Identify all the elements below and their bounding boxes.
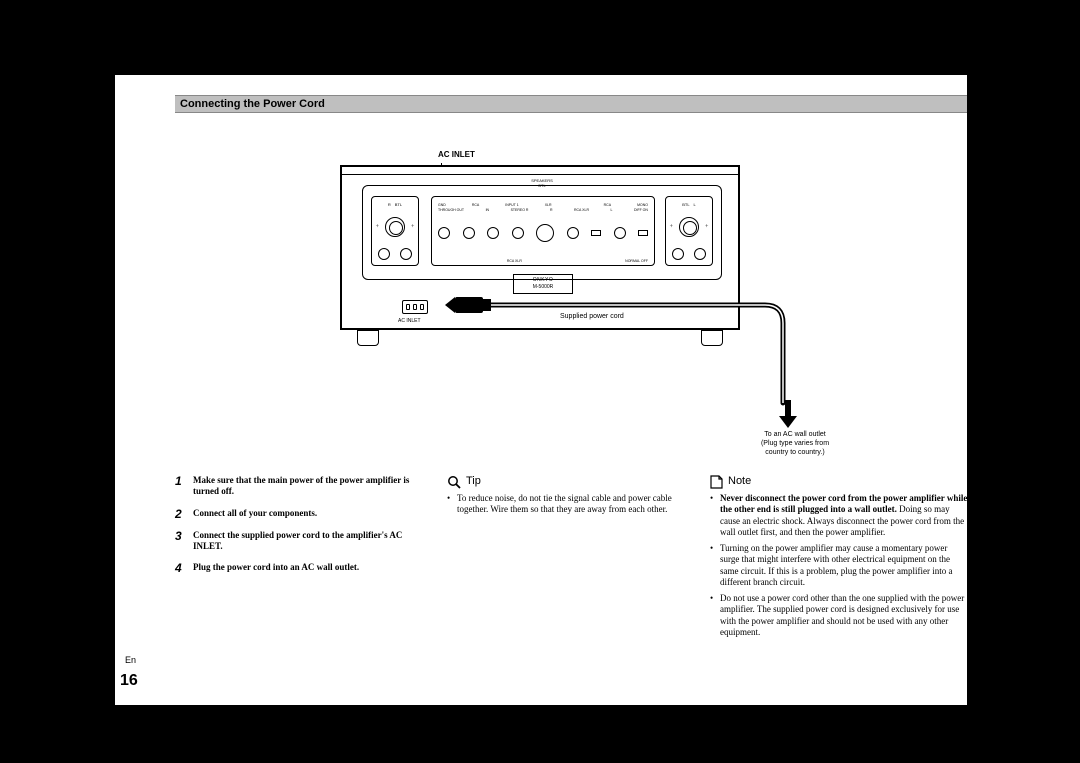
ac-inlet-socket [402, 300, 428, 314]
supplied-cord-label: Supplied power cord [560, 313, 624, 320]
note-item: • Turning on the power amplifier may cau… [710, 543, 968, 588]
speaker-terminal-l: BTLL ++ [665, 196, 713, 266]
ac-inlet-callout: AC INLET [438, 150, 475, 159]
note-column: Note • Never disconnect the power cord f… [710, 475, 968, 643]
page-language: En [125, 655, 136, 665]
section-header: Connecting the Power Cord [175, 95, 967, 113]
step-3: 3 Connect the supplied power cord to the… [175, 530, 430, 553]
tip-heading: Tip [447, 475, 702, 489]
back-panel: SPEAKERS BTL RBTL ++ BTLL ++ GND RCA [362, 185, 722, 280]
btl-label: BTL [363, 183, 721, 188]
note-item: • Never disconnect the power cord from t… [710, 493, 968, 538]
speaker-terminal-r: RBTL ++ [371, 196, 419, 266]
note-heading: Note [710, 475, 968, 489]
power-cord-icon [445, 285, 805, 415]
step-1: 1 Make sure that the main power of the p… [175, 475, 430, 498]
input-panel: GND RCA INPUT 1 XLR RCA MONO THROUGH OUT… [431, 196, 655, 266]
step-4: 4 Plug the power cord into an AC wall ou… [175, 562, 430, 574]
note-item: • Do not use a power cord other than the… [710, 593, 968, 638]
manual-page: Connecting the Power Cord AC INLET SPEAK… [115, 75, 967, 705]
diagram: AC INLET SPEAKERS BTL RBTL ++ BTLL ++ [315, 145, 885, 475]
tip-item: •To reduce noise, do not tie the signal … [447, 493, 702, 516]
step-2: 2 Connect all of your components. [175, 508, 430, 520]
steps-column: 1 Make sure that the main power of the p… [175, 475, 430, 584]
page-number: 16 [120, 672, 138, 690]
wall-outlet-label: To an AC wall outlet (Plug type varies f… [715, 430, 875, 457]
ac-inlet-label: AC INLET [398, 318, 421, 324]
note-icon [710, 475, 723, 489]
magnifier-icon [447, 475, 461, 489]
tip-column: Tip •To reduce noise, do not tie the sig… [447, 475, 702, 521]
arrow-down-icon [779, 400, 797, 428]
